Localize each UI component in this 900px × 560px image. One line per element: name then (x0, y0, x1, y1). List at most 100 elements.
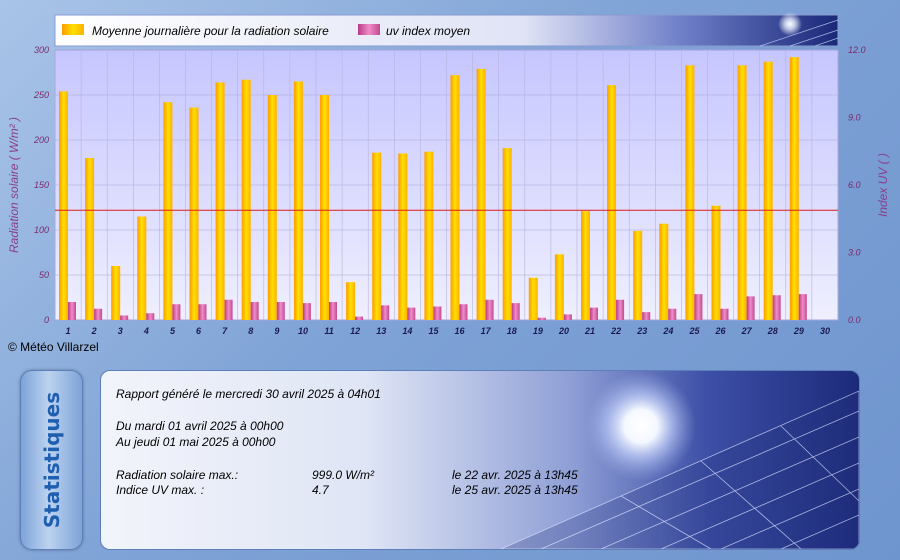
x-tick-label: 12 (350, 326, 360, 336)
radiation-bar (137, 216, 147, 320)
uv-bar (720, 308, 729, 320)
uv-bar (590, 307, 598, 320)
uv-bar (485, 299, 494, 320)
x-tick-label: 21 (584, 326, 595, 336)
left-tick-label: 200 (33, 135, 49, 145)
radiation-bar (554, 254, 564, 320)
radiation-bar (241, 79, 251, 320)
x-tick-label: 13 (376, 326, 386, 336)
uv-bar (642, 312, 651, 320)
radiation-bar (763, 61, 773, 320)
x-tick-label: 22 (610, 326, 621, 336)
right-tick-label: 0.0 (848, 315, 861, 325)
legend-label-uv: uv index moyen (386, 24, 470, 38)
uv-bar (772, 295, 781, 320)
uv-bar (798, 294, 807, 320)
report-from: Du mardi 01 avril 2025 à 00h00 (116, 419, 284, 433)
x-tick-label: 14 (402, 326, 412, 336)
radiation-bar (346, 282, 356, 320)
right-tick-label: 3.0 (848, 248, 861, 258)
uv-bar (511, 303, 520, 320)
report-generated: Rapport généré le mercredi 30 avril 2025… (116, 387, 381, 401)
solar-panel-legend-decor (759, 19, 839, 47)
stat-date-uv: le 25 avr. 2025 à 13h45 (452, 483, 578, 497)
left-tick-label: 100 (34, 225, 49, 235)
radiation-bar (789, 57, 799, 320)
statistics-tab-label: Statistiques (39, 391, 64, 529)
x-tick-label: 30 (820, 326, 830, 336)
radiation-bar (528, 277, 538, 320)
stat-value-uv: 4.7 (312, 483, 329, 497)
radiation-bar (737, 65, 747, 320)
legend-label-radiation: Moyenne journalière pour la radiation so… (92, 24, 329, 38)
x-tick-label: 24 (662, 326, 673, 336)
x-tick-label: 3 (118, 326, 123, 336)
uv-bar (381, 305, 390, 320)
x-tick-label: 23 (636, 326, 647, 336)
radiation-bar (267, 95, 277, 320)
solar-radiation-chart: Moyenne journalière pour la radiation so… (7, 12, 890, 336)
radiation-bar (581, 211, 590, 320)
uv-bar (668, 308, 677, 320)
right-tick-label: 6.0 (848, 180, 861, 190)
radiation-bar (293, 81, 303, 320)
uv-bar (329, 302, 337, 320)
left-tick-label: 50 (39, 270, 49, 280)
uv-bar (302, 303, 311, 320)
uv-bar (94, 308, 103, 320)
x-tick-label: 16 (455, 326, 466, 336)
radiation-bar (607, 85, 617, 320)
radiation-bar (476, 68, 486, 321)
x-tick-label: 10 (298, 326, 308, 336)
report-panel: Rapport généré le mercredi 30 avril 2025… (100, 370, 860, 550)
bars (59, 57, 807, 321)
x-tick-label: 19 (533, 326, 543, 336)
x-tick-label: 20 (558, 326, 569, 336)
x-tick-label: 4 (143, 326, 149, 336)
x-tick-label: 28 (767, 326, 778, 336)
left-axis-label: Radiation solaire ( W/m² ) (7, 117, 21, 253)
radiation-bar (372, 152, 382, 320)
report-to: Au jeudi 01 mai 2025 à 00h00 (116, 435, 276, 449)
uv-bar (224, 299, 233, 320)
uv-bar (537, 317, 546, 320)
uv-bar (433, 306, 442, 320)
stat-label-radiation: Radiation solaire max.: (116, 468, 239, 482)
uv-bar (407, 307, 416, 320)
stat-label-uv: Indice UV max. : (116, 483, 205, 497)
radiation-bar (424, 151, 434, 320)
uv-bar (355, 316, 364, 320)
right-axis-label: Index UV ( ) (876, 153, 890, 217)
x-tick-label: 26 (715, 326, 727, 336)
solar-panel-decor (500, 371, 859, 549)
uv-bar (746, 296, 755, 320)
radiation-bar (450, 75, 460, 320)
radiation-bar (85, 158, 95, 320)
radiation-bar (59, 91, 68, 321)
x-tick-label: 5 (170, 326, 176, 336)
uv-bar (250, 302, 259, 320)
radiation-bar (189, 107, 199, 320)
uv-bar (172, 304, 181, 320)
uv-bar (146, 313, 155, 320)
radiation-bar (163, 102, 173, 320)
uv-bar (694, 294, 703, 320)
sun-icon (586, 371, 696, 481)
radiation-bar (711, 205, 721, 320)
x-tick-label: 7 (222, 326, 228, 336)
x-tick-label: 6 (196, 326, 202, 336)
left-tick-label: 0 (44, 315, 49, 325)
x-tick-label: 2 (91, 326, 97, 336)
x-tick-label: 8 (248, 326, 253, 336)
statistics-tab[interactable]: Statistiques (20, 370, 83, 550)
radiation-bar (633, 230, 643, 320)
legend: Moyenne journalière pour la radiation so… (54, 12, 839, 47)
legend-swatch-radiation (62, 24, 84, 35)
stat-date-radiation: le 22 avr. 2025 à 13h45 (452, 468, 578, 482)
x-tick-label: 1 (66, 326, 71, 336)
legend-swatch-uv (358, 24, 380, 35)
radiation-bar (215, 82, 225, 321)
radiation-bar (685, 65, 695, 320)
stat-value-radiation: 999.0 W/m² (312, 468, 375, 482)
